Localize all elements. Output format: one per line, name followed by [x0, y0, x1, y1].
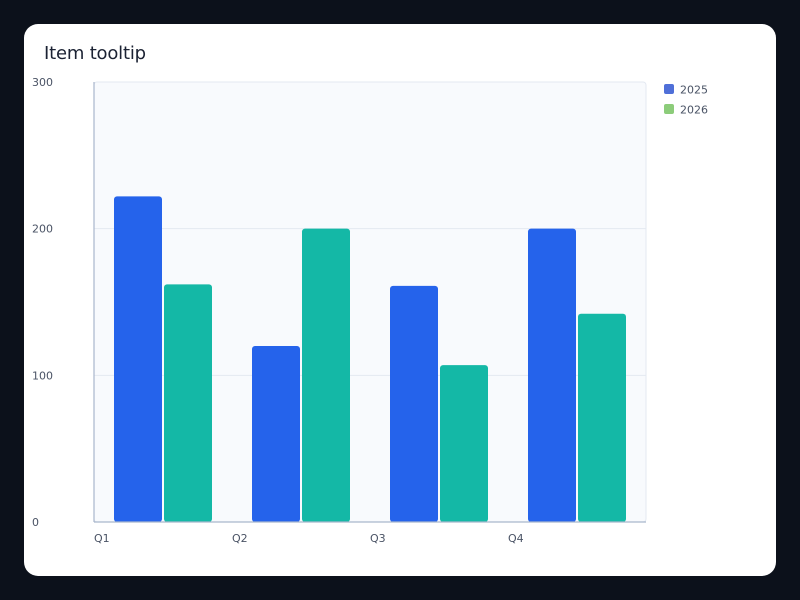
bar-2026-q1[interactable]: [164, 284, 212, 522]
bar-2025-q1[interactable]: [114, 196, 162, 522]
chart-card: Item tooltip 0 100 200 300 Q1 Q2 Q3 Q4 2025 2026: [24, 24, 776, 576]
bar-2026-q3[interactable]: [440, 365, 488, 522]
x-tick-label: Q4: [508, 532, 524, 545]
x-tick-label: Q1: [94, 532, 110, 545]
y-tick-label: 200: [32, 223, 53, 236]
bar-2026-q4[interactable]: [578, 313, 626, 522]
chart-title: Item tooltip: [44, 43, 146, 64]
y-tick-label: 0: [32, 516, 39, 529]
bar-2025-q2[interactable]: [252, 346, 300, 522]
bars: [114, 196, 626, 522]
x-tick-label: Q2: [232, 532, 248, 545]
x-tick-label: Q3: [370, 532, 386, 545]
bar-chart: 0 100 200 300 Q1 Q2 Q3 Q4 2025 2026: [32, 76, 708, 545]
legend-swatch-2025[interactable]: [664, 84, 674, 94]
legend-label-2026[interactable]: 2026: [680, 104, 708, 117]
legend: 2025 2026: [664, 84, 708, 117]
tick-labels: 0 100 200 300 Q1 Q2 Q3 Q4: [32, 76, 524, 545]
bar-2025-q3[interactable]: [390, 285, 438, 522]
bar-2026-q2[interactable]: [302, 228, 350, 522]
legend-label-2025[interactable]: 2025: [680, 84, 708, 97]
bar-2025-q4[interactable]: [528, 228, 576, 522]
y-tick-label: 100: [32, 369, 53, 382]
legend-swatch-2026[interactable]: [664, 104, 674, 114]
y-tick-label: 300: [32, 76, 53, 89]
